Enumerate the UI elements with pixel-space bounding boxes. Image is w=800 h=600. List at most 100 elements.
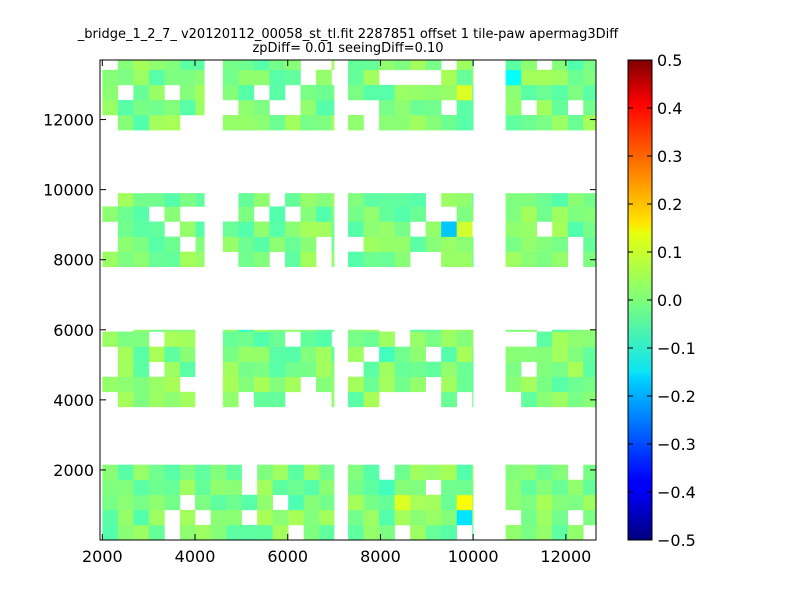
heatmap-cell — [222, 115, 239, 131]
heatmap-cell — [348, 391, 364, 408]
heatmap-cell — [164, 69, 181, 86]
heatmap-cell — [536, 99, 553, 116]
heatmap-cell — [472, 206, 474, 222]
heatmap-cell — [164, 206, 181, 222]
heatmap-cell — [241, 494, 258, 511]
heatmap-cell — [410, 346, 426, 362]
heatmap-cell — [505, 221, 522, 237]
heatmap-cell — [102, 464, 119, 481]
heatmap-cell — [472, 479, 474, 496]
heatmap-cell — [567, 524, 584, 540]
heatmap-cell — [456, 494, 473, 511]
heatmap-cell — [505, 524, 522, 540]
heatmap-cell — [472, 391, 474, 408]
heatmap-cell — [253, 69, 270, 86]
heatmap-cell — [331, 346, 335, 362]
heatmap-cell — [456, 346, 473, 362]
colorbar-tick-label: 0.3 — [657, 147, 682, 166]
heatmap-cell — [179, 331, 196, 347]
heatmap-cell — [425, 236, 442, 252]
heatmap-cell — [222, 84, 239, 101]
heatmap-cell — [348, 251, 364, 268]
heatmap-cell — [117, 206, 134, 222]
heatmap-cell — [269, 329, 286, 332]
heatmap-cell — [331, 99, 335, 116]
heatmap-cell — [410, 99, 426, 116]
colorbar-tick-label: −0.2 — [657, 387, 696, 406]
heatmap-cell — [272, 479, 289, 496]
heatmap-cell — [133, 60, 150, 71]
heatmap-cell — [379, 479, 395, 496]
heatmap-cell — [379, 236, 395, 252]
heatmap-cell — [567, 376, 584, 393]
heatmap-cell — [505, 329, 522, 332]
heatmap-cell — [284, 60, 301, 71]
heatmap-cell — [456, 99, 473, 116]
heatmap-cell — [238, 221, 255, 237]
heatmap-cell — [179, 69, 196, 86]
heatmap-cell — [567, 193, 584, 207]
heatmap-cell — [348, 221, 364, 237]
heatmap-cell — [117, 331, 134, 347]
heatmap-cell — [148, 236, 165, 252]
heatmap-cell — [363, 524, 380, 540]
heatmap-cell — [521, 60, 537, 71]
heatmap-cell — [456, 464, 473, 481]
heatmap-cell — [253, 391, 270, 408]
heatmap-cell — [348, 331, 364, 347]
heatmap-cell — [164, 193, 181, 207]
heatmap-cell — [316, 361, 332, 378]
heatmap-cell — [238, 236, 255, 252]
heatmap-cell — [348, 479, 364, 496]
heatmap-cell — [583, 206, 596, 222]
x-axis: 2000 4000 6000 8000 10000 12000 — [82, 60, 591, 566]
heatmap-cell — [583, 115, 596, 131]
heatmap-cell — [253, 376, 270, 393]
heatmap-cell — [316, 221, 332, 237]
heatmap-cell — [536, 346, 553, 362]
heatmap-cell — [379, 251, 395, 268]
heatmap-cell — [133, 84, 150, 101]
heatmap-cell — [195, 84, 205, 101]
heatmap-cell — [363, 391, 380, 408]
heatmap-cell — [164, 251, 181, 268]
heatmap-cell — [238, 84, 255, 101]
heatmap-cell — [505, 464, 522, 481]
heatmap-cell — [269, 391, 286, 408]
heatmap-cell — [379, 509, 395, 526]
heatmap-cell — [117, 494, 134, 511]
heatmap-cell — [552, 84, 569, 101]
heatmap-cell — [379, 206, 395, 222]
heatmap-cell — [583, 221, 596, 237]
heatmap-cell — [222, 361, 239, 378]
colorbar-tick-label: −0.1 — [657, 339, 696, 358]
heatmap-cell — [394, 221, 411, 237]
heatmap-cell — [363, 60, 380, 71]
heatmap-cell — [269, 361, 286, 378]
colorbar-tick-label: −0.4 — [657, 483, 696, 502]
heatmap-cell — [441, 524, 457, 540]
heatmap-cell — [148, 99, 165, 116]
heatmap-cell — [521, 509, 537, 526]
heatmap-cell — [425, 99, 442, 116]
heatmap-cell — [536, 361, 553, 378]
heatmap-cell — [148, 329, 165, 332]
heatmap-cell — [456, 193, 473, 207]
heatmap-cell — [348, 206, 364, 222]
heatmap-cell — [456, 221, 473, 237]
heatmap-cell — [394, 99, 411, 116]
heatmap-cell — [195, 69, 205, 86]
heatmap-cell — [567, 331, 584, 347]
heatmap-cell — [505, 346, 522, 362]
heatmap-cell — [379, 376, 395, 393]
heatmap-cell — [148, 60, 165, 71]
heatmap-cell — [348, 524, 364, 540]
heatmap-cell — [583, 494, 596, 511]
heatmap-cell — [222, 221, 239, 237]
heatmap-cell — [552, 60, 569, 71]
heatmap-cell — [394, 251, 411, 268]
heatmap-cell — [222, 329, 239, 332]
heatmap-cell — [148, 509, 165, 526]
heatmap-cell — [363, 329, 380, 332]
